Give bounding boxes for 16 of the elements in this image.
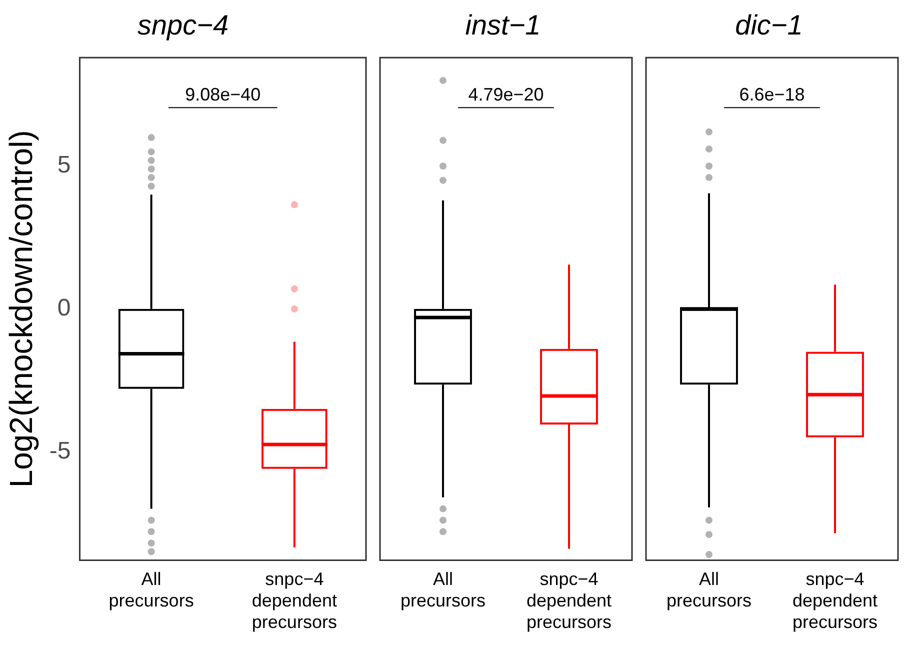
x-tick-label: snpc−4 dependent precursors [526, 568, 612, 632]
chart-title: snpc−4 [137, 10, 229, 41]
y-tick-label: 0 [57, 294, 71, 322]
annotation: 4.79e−20 [468, 84, 544, 105]
x-tick-label: snpc−4 dependent precursors [252, 568, 337, 632]
x-tick-label: All precursors [400, 568, 486, 611]
y-tick-label: -5 [49, 437, 71, 464]
chart-title: dic−1 [735, 10, 803, 41]
annotation: 6.6e−18 [739, 84, 805, 105]
chart-title: inst−1 [465, 10, 541, 41]
x-tick-label: snpc−4 dependent precursors [792, 568, 878, 632]
x-tick-label: All precursors [108, 568, 194, 611]
annotation: 9.08e−40 [185, 84, 261, 105]
x-tick-label: All precursors [666, 568, 752, 611]
y-tick-label: 5 [57, 152, 71, 179]
y-axis-title: Log2(knockdown/control) [3, 130, 40, 488]
